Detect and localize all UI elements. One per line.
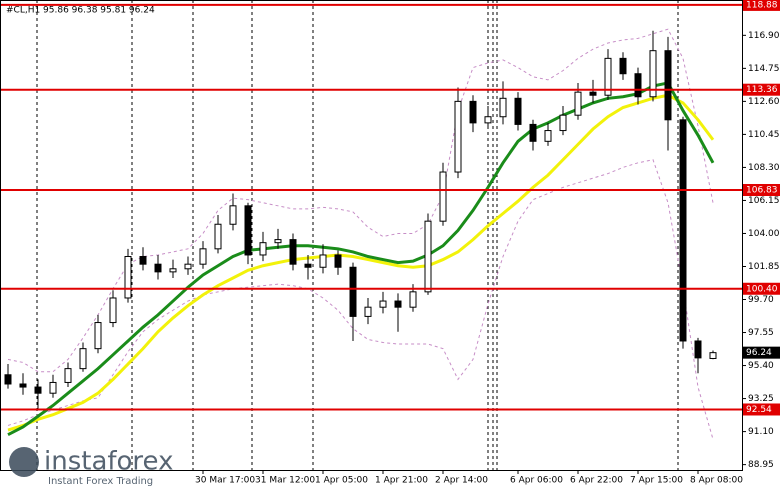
- candle-body: [349, 266, 357, 317]
- level-tag: [743, 282, 780, 295]
- candle-body: [619, 57, 627, 75]
- candle-body: [709, 352, 717, 359]
- candle-body: [424, 220, 432, 293]
- y-tick-label: 104.00: [748, 229, 780, 239]
- candle-body: [169, 268, 177, 273]
- indicator-line: [7, 93, 715, 432]
- candle-body: [64, 368, 72, 383]
- x-tick-label: 31 Mar 12:00: [255, 476, 315, 486]
- candle-body: [484, 116, 492, 124]
- y-tick-label: 110.45: [748, 130, 780, 140]
- indicator-line: [7, 159, 714, 440]
- y-tick-label: 116.90: [748, 31, 780, 41]
- brand: instaforex: [44, 447, 173, 477]
- level-label: 118.88: [746, 0, 778, 10]
- candle-body: [184, 263, 192, 270]
- candle-body: [334, 254, 342, 268]
- x-tick-label: 30 Mar 17:00: [195, 476, 255, 486]
- y-tick-label: 112.60: [748, 97, 780, 107]
- candle-body: [634, 73, 642, 98]
- candle-body: [364, 306, 372, 317]
- candle-body: [469, 100, 477, 124]
- level-tag: [743, 83, 780, 96]
- plot-frame: [0, 0, 743, 471]
- candle-body: [19, 383, 27, 388]
- candle-body: [409, 291, 417, 308]
- candle-body: [379, 300, 387, 308]
- candle-body: [544, 130, 552, 142]
- y-tick-label: 108.30: [748, 163, 780, 173]
- watermark: instaforex Instant Forex Trading: [9, 447, 173, 487]
- candle-body: [304, 263, 312, 268]
- price-tag: [743, 346, 780, 359]
- candle-body: [109, 297, 117, 324]
- candle-body: [4, 374, 12, 385]
- candle-body: [214, 223, 222, 250]
- candle-body: [79, 348, 87, 370]
- level-label: 113.36: [746, 85, 778, 95]
- candle-body: [124, 256, 132, 299]
- candle-body: [514, 97, 522, 125]
- candle-body: [649, 50, 657, 98]
- level-label: 100.40: [746, 284, 778, 294]
- logo-icon: [9, 447, 39, 477]
- candle-body: [454, 100, 462, 173]
- candle-body: [139, 256, 147, 265]
- x-tick-label: 6 Apr 22:00: [570, 476, 623, 486]
- y-tick-label: 101.85: [748, 262, 780, 272]
- candle-body: [394, 300, 402, 308]
- session-lines: [36, 0, 679, 470]
- level-tag: [743, 183, 780, 196]
- candle-body: [49, 381, 57, 394]
- candle-body: [604, 57, 612, 96]
- candle-body: [439, 171, 447, 222]
- candle-body: [259, 242, 267, 256]
- candle-body: [94, 322, 102, 350]
- x-tick-label: 8 Apr 08:00: [690, 476, 743, 486]
- y-tick-label: 99.70: [748, 295, 774, 305]
- x-tick-label: 6 Apr 06:00: [510, 476, 563, 486]
- x-tick-label: 7 Apr 15:00: [630, 476, 683, 486]
- candle-body: [34, 386, 42, 394]
- candle-body: [664, 50, 672, 121]
- candle-body: [559, 114, 567, 132]
- x-tick-label: 1 Apr 21:00: [375, 476, 428, 486]
- candle-body: [244, 205, 252, 256]
- level-label: 106.83: [746, 185, 778, 195]
- y-tick-label: 95.40: [748, 361, 774, 371]
- candle-body: [679, 119, 687, 342]
- y-tick-label: 91.10: [748, 427, 774, 437]
- y-tick-label: 88.95: [748, 460, 774, 470]
- level-tag: [743, 403, 780, 416]
- x-tick-label: 2 Apr 14:00: [435, 476, 488, 486]
- candle-body: [589, 91, 597, 96]
- y-tick-label: 106.15: [748, 196, 780, 206]
- candle-body: [529, 123, 537, 142]
- candle-body: [694, 340, 702, 359]
- candle-body: [289, 239, 297, 265]
- candle-body: [574, 91, 582, 116]
- current-price: 96.24: [746, 348, 772, 358]
- indicator-line: [7, 81, 715, 437]
- y-tick-label: 93.25: [748, 394, 774, 404]
- candle-body: [274, 239, 282, 244]
- candle-body: [199, 248, 207, 265]
- chart-title: #CL,H1 95.86 96.38 95.81 96.24: [6, 6, 155, 16]
- tagline: Instant Forex Trading: [48, 476, 153, 487]
- y-tick-label: 97.55: [748, 328, 774, 338]
- x-tick-label: 1 Apr 05:00: [315, 476, 368, 486]
- candle-body: [229, 205, 237, 225]
- candle-body: [319, 254, 327, 268]
- candle-body: [154, 263, 162, 273]
- candle-body: [499, 97, 507, 118]
- level-tag: [743, 0, 780, 11]
- y-tick-label: 114.75: [748, 64, 780, 74]
- level-label: 92.54: [746, 405, 772, 415]
